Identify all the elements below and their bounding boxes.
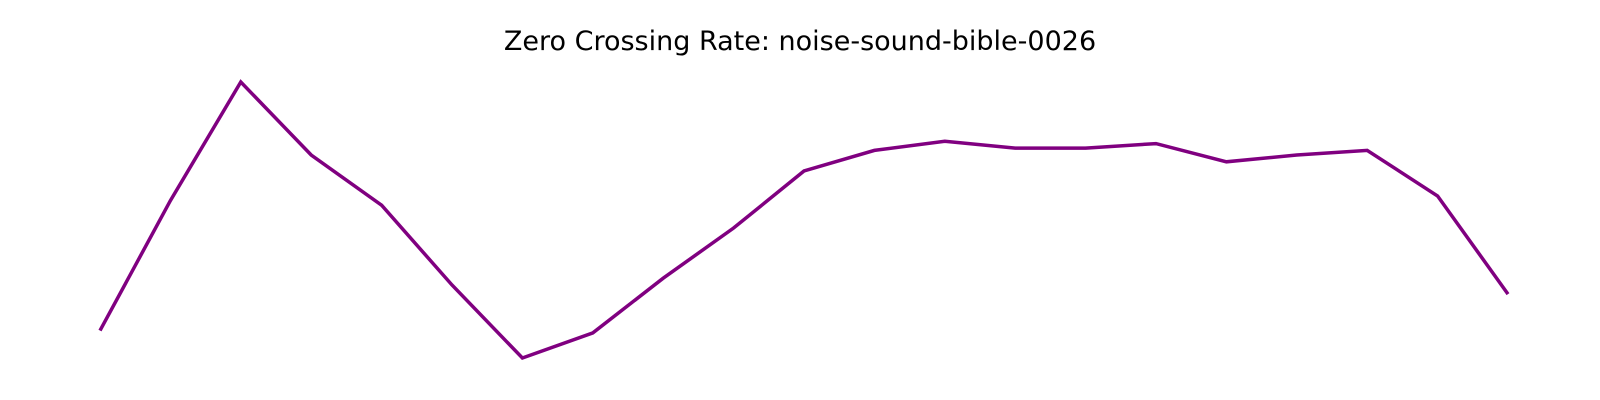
series-line-0 [98,79,1510,361]
chart-title: Zero Crossing Rate: noise-sound-bible-00… [503,26,1097,57]
